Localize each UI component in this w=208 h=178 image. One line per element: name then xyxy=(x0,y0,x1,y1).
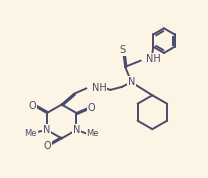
Text: N: N xyxy=(43,125,51,135)
Text: N: N xyxy=(73,125,80,135)
Text: O: O xyxy=(43,141,51,151)
Text: O: O xyxy=(87,103,95,113)
Text: N: N xyxy=(128,77,135,87)
Text: Me: Me xyxy=(87,129,99,138)
Text: NH: NH xyxy=(146,54,161,64)
Text: O: O xyxy=(28,101,36,111)
Text: Me: Me xyxy=(24,129,37,138)
Text: NH: NH xyxy=(92,83,107,93)
Text: S: S xyxy=(120,45,126,55)
